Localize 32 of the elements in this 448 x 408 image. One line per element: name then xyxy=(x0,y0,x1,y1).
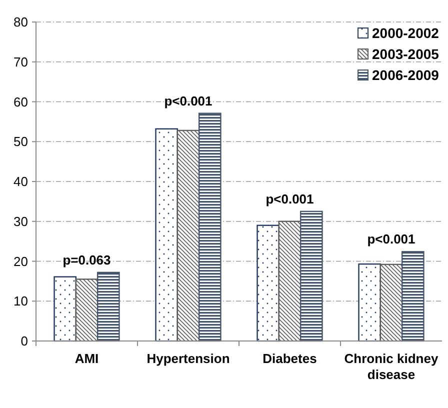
bar xyxy=(300,210,323,342)
annotation: p<0.001 xyxy=(164,93,212,108)
y-tick-label: 10 xyxy=(14,294,28,309)
y-tick-label: 40 xyxy=(14,174,28,190)
annotation: p<0.001 xyxy=(266,191,314,206)
bar xyxy=(380,264,403,342)
annotation: p<0.001 xyxy=(367,232,416,247)
x-tick-label: AMI xyxy=(74,351,99,366)
bar xyxy=(278,220,302,342)
y-tick-label: 50 xyxy=(14,134,28,150)
bar xyxy=(358,263,382,342)
x-tick-label: Hypertension xyxy=(146,351,230,366)
bar xyxy=(155,128,178,342)
y-tick-label: 60 xyxy=(14,94,28,110)
legend-label: 2003-2005 xyxy=(372,46,440,62)
x-tick-label: Chronic kidney disease xyxy=(344,351,439,382)
bar xyxy=(54,276,77,342)
y-tick-label: 30 xyxy=(14,214,28,229)
bar xyxy=(75,278,98,342)
legend-label: 2000-2002 xyxy=(372,24,440,41)
y-tick-label: 0 xyxy=(20,334,28,349)
bar xyxy=(401,251,424,342)
bar xyxy=(198,112,222,342)
x-tick-label: Diabetes xyxy=(262,351,317,366)
bar xyxy=(176,130,200,342)
y-tick-label: 70 xyxy=(14,54,28,70)
bar xyxy=(256,224,280,342)
annotation: p=0.063 xyxy=(62,252,111,268)
y-tick-label: 20 xyxy=(14,254,28,269)
bar xyxy=(96,272,120,342)
y-tick-label: 80 xyxy=(14,14,28,30)
legend-label: 2006-2009 xyxy=(372,66,440,83)
